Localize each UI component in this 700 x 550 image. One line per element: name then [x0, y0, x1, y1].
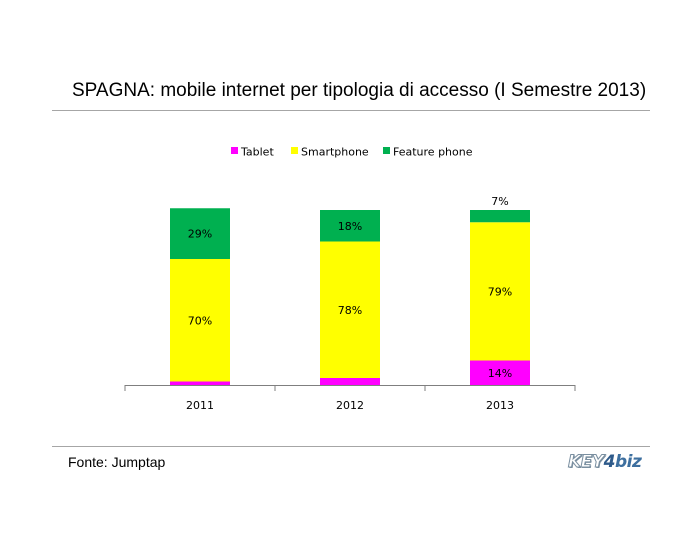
- bar-tablet-2012: [320, 378, 380, 385]
- legend-item-feature-phone: Feature phone: [383, 146, 473, 159]
- footer-divider: [52, 446, 650, 447]
- x-tick-label-2011: 2011: [186, 399, 214, 412]
- bar-smartphone-2011: [170, 259, 230, 382]
- legend-swatch-tablet: [231, 147, 238, 154]
- title-divider: [52, 110, 650, 111]
- chart-title: SPAGNA: mobile internet per tipologia di…: [72, 80, 647, 101]
- source-note: Fonte: Jumptap: [68, 454, 166, 470]
- legend-label-feature-phone: Feature phone: [393, 146, 473, 159]
- legend-swatch-feature-phone: [383, 147, 390, 154]
- bar-smartphone-2013: [470, 222, 530, 361]
- bar-feature-phone-2011: [170, 208, 230, 259]
- legend-label-smartphone: Smartphone: [301, 146, 369, 159]
- bar-tablet-2011: [170, 381, 230, 385]
- data-label-tablet-2013: 14%: [488, 367, 512, 380]
- data-label-feature-phone-2011: 29%: [188, 228, 212, 241]
- data-label-smartphone-2011: 70%: [188, 314, 212, 327]
- bar-feature-phone-2013: [470, 210, 530, 223]
- data-label-feature-phone-2013: 7%: [491, 195, 508, 208]
- x-axis: 2011 2012 2013: [124, 385, 576, 412]
- data-label-smartphone-2012: 78%: [338, 304, 362, 317]
- legend-swatch-smartphone: [291, 147, 298, 154]
- bar-series: 2%70%29%4%78%18%14%79%7%: [170, 195, 530, 385]
- bar-tablet-2013: [470, 360, 530, 385]
- chart-legend: Tablet Smartphone Feature phone: [231, 146, 473, 159]
- legend-item-smartphone: Smartphone: [291, 146, 369, 159]
- legend-label-tablet: Tablet: [240, 146, 274, 159]
- data-label-feature-phone-2012: 18%: [338, 220, 362, 233]
- data-label-smartphone-2013: 79%: [488, 285, 512, 298]
- bar-feature-phone-2012: [320, 210, 380, 242]
- x-tick-label-2012: 2012: [336, 399, 364, 412]
- bar-smartphone-2012: [320, 241, 380, 378]
- x-tick-label-2013: 2013: [486, 399, 514, 412]
- key4biz-logo: KEY4biz: [568, 452, 642, 473]
- legend-item-tablet: Tablet: [231, 146, 274, 159]
